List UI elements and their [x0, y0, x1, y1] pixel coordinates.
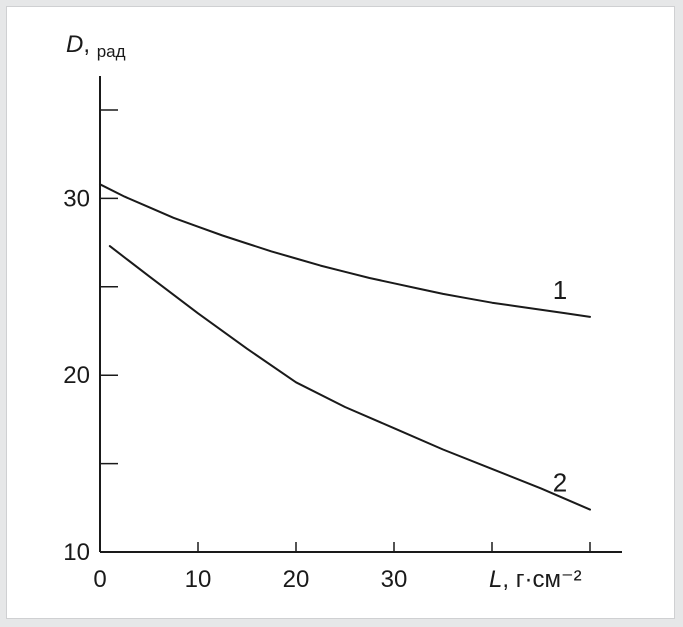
series-labels: 12: [553, 275, 567, 498]
x-tick-label: 0: [93, 566, 106, 593]
series-label-1: 1: [553, 275, 567, 305]
series-line-2: [108, 245, 591, 511]
ticks: [100, 109, 591, 552]
y-axis-title: D, рад: [66, 31, 126, 61]
x-axis-symbol: L: [489, 566, 502, 593]
y-tick-label: 20: [63, 362, 90, 389]
series-label-2: 2: [553, 468, 567, 498]
axes: [99, 76, 622, 553]
x-tick-label: 10: [185, 566, 212, 593]
y-tick-label: 30: [63, 185, 90, 212]
x-axis-unit: г·см⁻²: [516, 566, 582, 593]
series-lines: [99, 183, 591, 511]
x-axis-title: L, г·см⁻²: [489, 566, 582, 593]
y-tick-label: 10: [63, 539, 90, 566]
y-axis-unit: рад: [97, 42, 126, 61]
series-line-1: [99, 183, 591, 318]
x-tick-label: 20: [283, 566, 310, 593]
x-tick-label: 30: [381, 566, 408, 593]
y-axis-symbol: D: [66, 31, 83, 58]
